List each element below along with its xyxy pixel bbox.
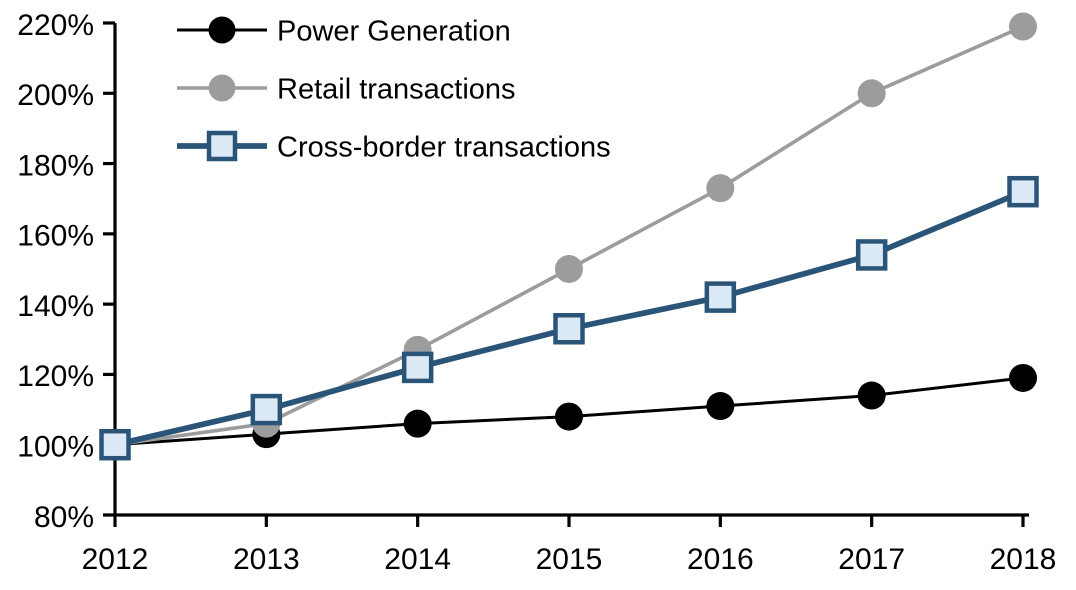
y-tick-label: 200% — [17, 79, 94, 112]
legend: Power Generation Retail transactions Cross… — [177, 15, 611, 163]
legend-item-power-generation: Power Generation — [177, 15, 511, 47]
x-tick-label: 2016 — [687, 543, 754, 576]
y-tick-label: 160% — [17, 220, 94, 253]
y-tick-label: 100% — [17, 431, 94, 464]
marker-cross-border-transactions-2017 — [855, 239, 888, 271]
x-tick-label: 2018 — [990, 543, 1057, 576]
series-power-generation — [101, 363, 1037, 459]
y-tick-label: 80% — [34, 501, 94, 534]
y-tick-label: 220% — [17, 9, 94, 42]
y-tick-label: 120% — [17, 360, 94, 393]
y-tick-label: 180% — [17, 149, 94, 182]
x-tick-label: 2017 — [838, 543, 905, 576]
legend-item-cross-border-transactions: Cross-border transactions — [177, 130, 611, 163]
y-axis-labels: 80% 100% 120% 140% 160% 180% 200% 220% — [17, 9, 94, 534]
marker-retail-transactions-2017 — [857, 79, 886, 108]
marker-power-generation-2016 — [706, 392, 735, 421]
marker-cross-border-transactions-2013 — [250, 393, 283, 426]
marker-power-generation-2014 — [403, 409, 432, 438]
legend-item-retail-transactions: Retail transactions — [177, 73, 516, 105]
marker-power-generation-2015 — [555, 402, 583, 431]
legend-label: Power Generation — [277, 15, 511, 47]
x-tick-label: 2015 — [536, 543, 603, 576]
y-tick-label: 140% — [17, 290, 94, 323]
marker-retail-transactions-2018 — [1009, 12, 1037, 41]
series-cross-border-transactions — [99, 175, 1039, 461]
marker-retail-transactions-2015 — [555, 255, 583, 283]
legend-label: Cross-border transactions — [277, 131, 611, 163]
marker-cross-border-transactions-2015 — [553, 312, 585, 345]
marker-power-generation-2018 — [1009, 363, 1037, 392]
marker-cross-border-transactions-2012 — [99, 428, 131, 461]
marker-power-generation-2017 — [857, 381, 886, 410]
marker-cross-border-transactions-2018 — [1007, 175, 1039, 208]
legend-circle-marker-icon — [208, 16, 236, 44]
legend-square-marker-icon — [206, 130, 238, 162]
marker-cross-border-transactions-2016 — [704, 281, 737, 313]
x-tick-label: 2014 — [384, 543, 451, 576]
marker-cross-border-transactions-2014 — [401, 351, 434, 384]
legend-label: Retail transactions — [277, 73, 516, 105]
x-axis-labels: 2012 2013 2014 2015 2016 2017 2018 — [82, 543, 1057, 576]
x-tick-label: 2012 — [82, 543, 149, 576]
legend-circle-marker-icon — [208, 74, 236, 102]
x-tick-label: 2013 — [233, 543, 300, 576]
marker-retail-transactions-2016 — [706, 174, 735, 203]
